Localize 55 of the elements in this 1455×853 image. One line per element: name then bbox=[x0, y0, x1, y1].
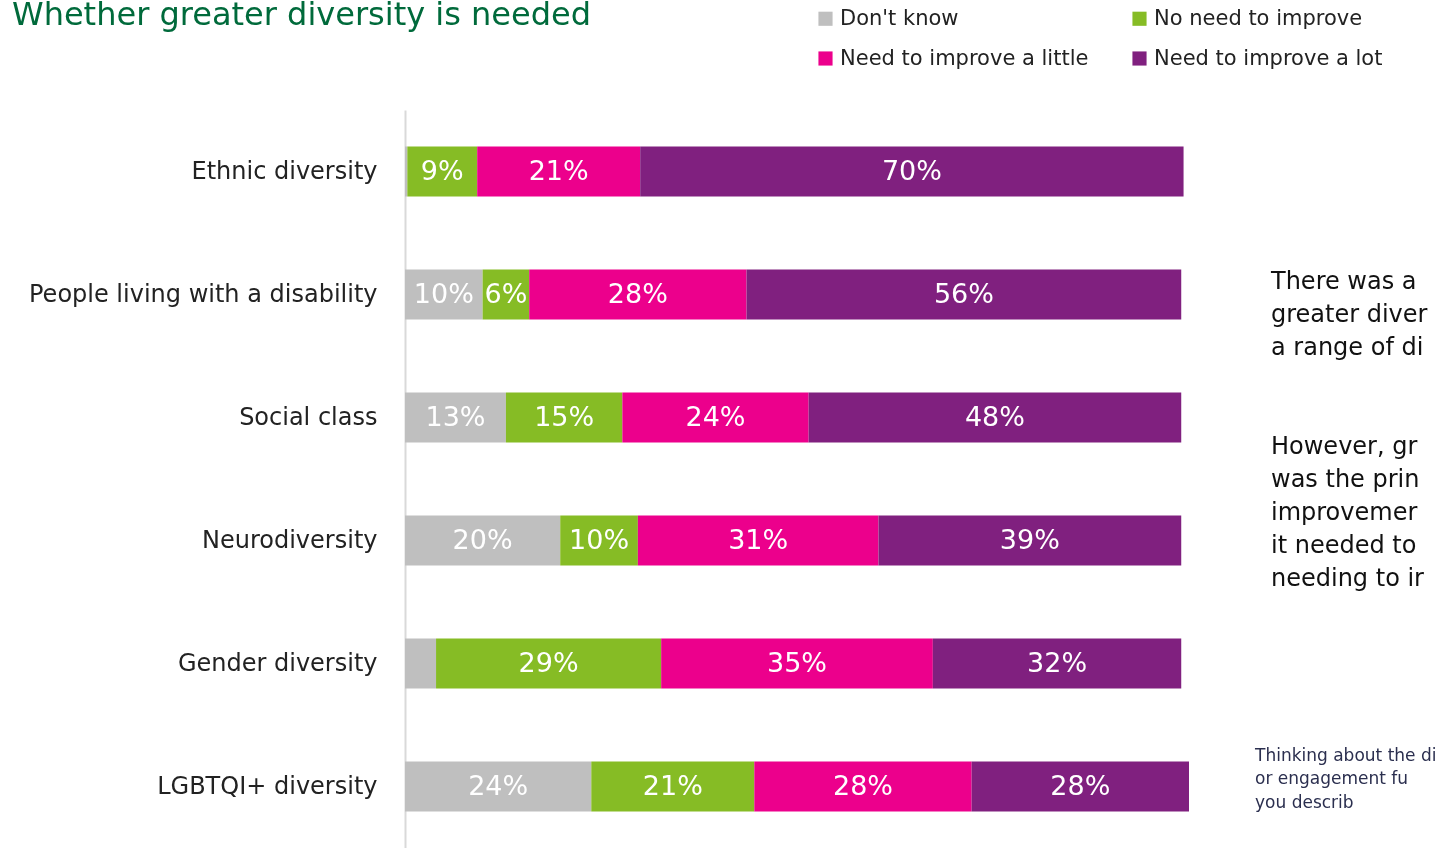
data-label: 21% bbox=[642, 769, 703, 801]
data-label: 70% bbox=[881, 154, 942, 186]
bar bbox=[808, 392, 1182, 443]
data-label: 48% bbox=[964, 400, 1025, 432]
data-label: 10% bbox=[413, 277, 474, 309]
data-label: 24% bbox=[468, 769, 529, 801]
data-label: 9% bbox=[420, 154, 464, 186]
data-label: 28% bbox=[1050, 769, 1111, 801]
bar bbox=[477, 146, 641, 197]
data-label: 24% bbox=[685, 400, 746, 432]
legend-label: Need to improve a lot bbox=[1154, 45, 1383, 70]
data-label: 10% bbox=[569, 523, 630, 555]
data-label: 28% bbox=[607, 277, 668, 309]
text: There was a greater diver a range of di bbox=[1270, 267, 1428, 362]
data-label: 13% bbox=[425, 400, 486, 432]
bar bbox=[405, 761, 592, 812]
data-label: 15% bbox=[534, 400, 595, 432]
data-label: 20% bbox=[452, 523, 513, 555]
data-label: 28% bbox=[832, 769, 893, 801]
data-label: 6% bbox=[484, 277, 528, 309]
text: Thinking about the di or engagement fu you describ bbox=[1254, 745, 1437, 812]
bar bbox=[505, 392, 623, 443]
data-label: 21% bbox=[528, 154, 589, 186]
data-label: 32% bbox=[1027, 646, 1088, 678]
bar bbox=[754, 761, 972, 812]
data-label: 31% bbox=[728, 523, 789, 555]
legend-label: No need to improve bbox=[1154, 5, 1363, 30]
text: However, gr was the prin improvemer it needed to needing to ir bbox=[1271, 432, 1425, 593]
bar bbox=[529, 269, 747, 320]
y-tick-label: Ethnic diversity bbox=[191, 156, 378, 185]
bar bbox=[405, 392, 506, 443]
legend-label: Don't know bbox=[840, 5, 959, 30]
bar bbox=[640, 146, 1184, 197]
y-tick-label: Social class bbox=[239, 402, 378, 431]
data-label: 39% bbox=[999, 523, 1060, 555]
bar bbox=[591, 761, 755, 812]
bar bbox=[971, 761, 1189, 812]
data-label: 35% bbox=[766, 646, 828, 678]
data-label: 29% bbox=[518, 646, 579, 678]
y-tick-label: People living with a disability bbox=[29, 279, 378, 308]
bar bbox=[405, 638, 437, 689]
bar bbox=[637, 515, 879, 566]
bar bbox=[746, 269, 1182, 320]
chart-title: Whether greater diversity is needed bbox=[12, 0, 591, 33]
legend-label: Need to improve a little bbox=[840, 45, 1089, 70]
bar bbox=[622, 392, 809, 443]
bar bbox=[661, 638, 933, 689]
data-label: 56% bbox=[933, 277, 994, 309]
bar bbox=[436, 638, 662, 689]
bar bbox=[932, 638, 1182, 689]
y-tick-label: Gender diversity bbox=[177, 648, 378, 677]
bar bbox=[878, 515, 1182, 566]
y-tick-label: Neurodiversity bbox=[202, 525, 378, 554]
bar bbox=[405, 515, 561, 566]
y-tick-label: LGBTQI+ diversity bbox=[157, 771, 378, 800]
